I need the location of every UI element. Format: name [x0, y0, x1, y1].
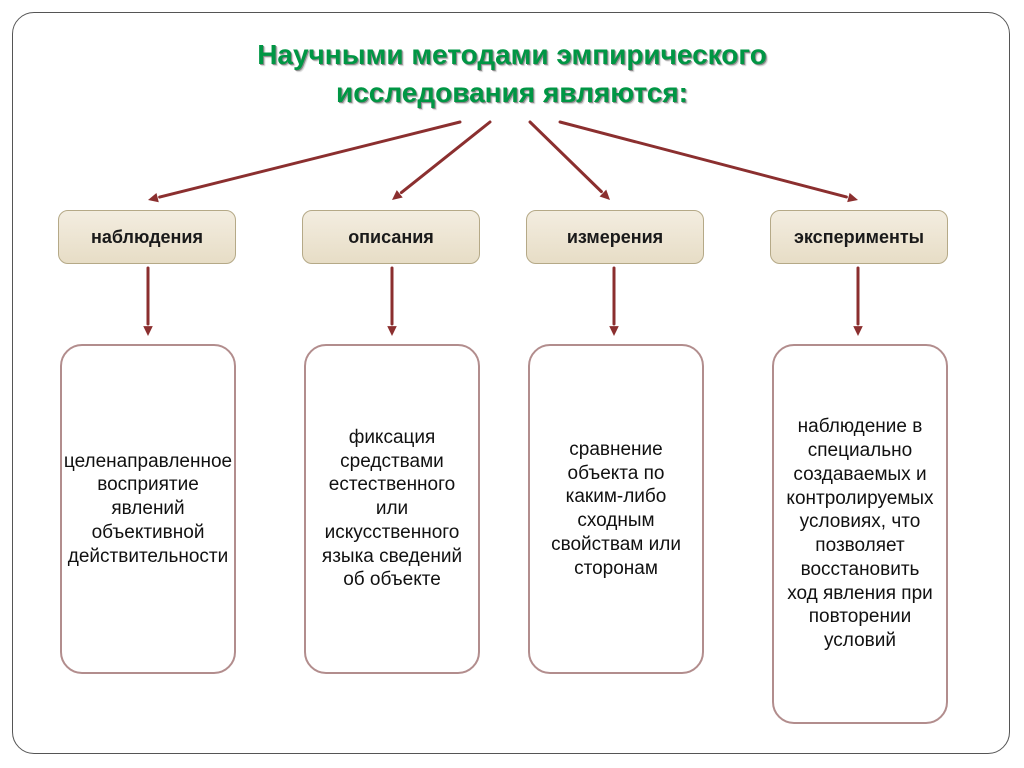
description-text: наблюдение в специально создаваемых и ко… — [784, 415, 936, 653]
category-box-observations: наблюдения — [58, 210, 236, 264]
description-box-observations: целенаправленное восприятие явлений объе… — [60, 344, 236, 674]
category-label: описания — [348, 227, 434, 248]
category-box-measurements: измерения — [526, 210, 704, 264]
description-text: сравнение объекта по каким-либо сходным … — [540, 438, 692, 581]
category-label: наблюдения — [91, 227, 203, 248]
description-box-descriptions: фиксация средствами естественного или ис… — [304, 344, 480, 674]
title-line-2: исследования являются: — [336, 77, 688, 108]
title-line-1: Научными методами эмпирического — [257, 39, 767, 70]
slide-title: Научными методами эмпирического исследов… — [0, 36, 1024, 112]
category-label: эксперименты — [794, 227, 924, 248]
category-box-descriptions: описания — [302, 210, 480, 264]
category-box-experiments: эксперименты — [770, 210, 948, 264]
category-label: измерения — [567, 227, 663, 248]
description-box-experiments: наблюдение в специально создаваемых и ко… — [772, 344, 948, 724]
description-text: целенаправленное восприятие явлений объе… — [64, 450, 232, 569]
description-text: фиксация средствами естественного или ис… — [316, 426, 468, 592]
description-box-measurements: сравнение объекта по каким-либо сходным … — [528, 344, 704, 674]
